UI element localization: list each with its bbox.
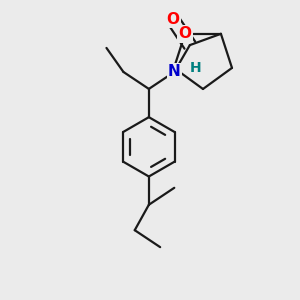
Text: O: O — [178, 26, 192, 41]
Text: O: O — [167, 12, 179, 27]
Text: H: H — [190, 61, 201, 75]
Text: N: N — [168, 64, 181, 80]
